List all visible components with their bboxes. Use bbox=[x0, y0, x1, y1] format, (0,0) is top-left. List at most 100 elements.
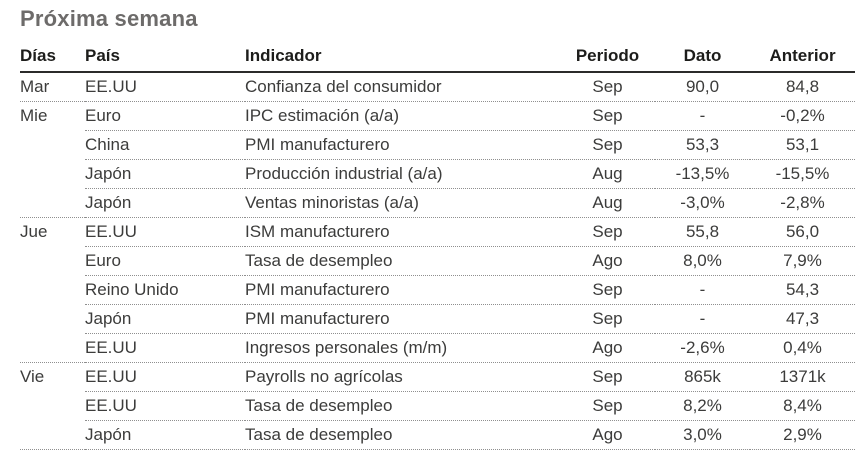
table-row: Reino Unido PMI manufacturero Sep - 54,3 bbox=[20, 275, 855, 305]
cell-periodo: Sep bbox=[560, 217, 655, 247]
cell-pais: EE.UU bbox=[85, 362, 245, 392]
cell-pais: Japón bbox=[85, 188, 245, 218]
cell-anterior: 0,4% bbox=[750, 333, 855, 363]
cell-periodo: Sep bbox=[560, 130, 655, 160]
cell-pais: EE.UU bbox=[85, 217, 245, 247]
table-row: Euro Tasa de desempleo Ago 8,0% 7,9% bbox=[20, 246, 855, 276]
cell-dato: 865k bbox=[655, 362, 750, 392]
cell-periodo: Ago bbox=[560, 420, 655, 450]
cell-periodo: Sep bbox=[560, 101, 655, 131]
cell-dato: -2,6% bbox=[655, 333, 750, 363]
cell-anterior: 1371k bbox=[750, 362, 855, 392]
cell-pais: China bbox=[85, 130, 245, 160]
table-row: Japón PMI manufacturero Sep - 47,3 bbox=[20, 304, 855, 334]
cell-dato: - bbox=[655, 101, 750, 131]
cell-pais: Euro bbox=[85, 246, 245, 276]
cell-dias bbox=[20, 189, 85, 218]
cell-dias bbox=[20, 420, 85, 450]
cell-dias bbox=[20, 334, 85, 363]
table-row: Jue EE.UU ISM manufacturero Sep 55,8 56,… bbox=[20, 217, 855, 247]
cell-pais: Japón bbox=[85, 420, 245, 450]
cell-indicador: PMI manufacturero bbox=[245, 304, 560, 334]
cell-dato: 8,2% bbox=[655, 391, 750, 421]
cell-indicador: PMI manufacturero bbox=[245, 275, 560, 305]
table-row: Japón Producción industrial (a/a) Aug -1… bbox=[20, 159, 855, 189]
cell-periodo: Sep bbox=[560, 275, 655, 305]
table-header: Días País Indicador Periodo Dato Anterio… bbox=[20, 45, 855, 73]
cell-indicador: Tasa de desempleo bbox=[245, 246, 560, 276]
cell-periodo: Sep bbox=[592, 77, 623, 96]
cell-periodo: Sep bbox=[560, 304, 655, 334]
cell-anterior: 54,3 bbox=[750, 275, 855, 305]
cell-anterior: -15,5% bbox=[750, 159, 855, 189]
cell-anterior: 84,8 bbox=[785, 77, 820, 96]
cell-pais: Reino Unido bbox=[85, 275, 245, 305]
column-header-anterior: Anterior bbox=[750, 45, 855, 73]
cell-indicador: Payrolls no agrícolas bbox=[245, 362, 560, 392]
cell-dato: -13,5% bbox=[655, 159, 750, 189]
cell-dias bbox=[20, 392, 85, 421]
column-header-pais: País bbox=[85, 45, 245, 73]
column-header-indicador: Indicador bbox=[245, 45, 560, 73]
cell-dato: 90,0 bbox=[685, 77, 720, 96]
cell-dias bbox=[20, 160, 85, 189]
column-header-dato: Dato bbox=[655, 45, 750, 73]
cell-dato: -3,0% bbox=[655, 188, 750, 218]
cell-indicador: IPC estimación (a/a) bbox=[245, 101, 560, 131]
cell-indicador: Tasa de desempleo bbox=[245, 391, 560, 421]
table-body: Mar EE.UU Confianza del consumidor Sep 9… bbox=[20, 72, 855, 450]
cell-periodo: Aug bbox=[560, 159, 655, 189]
cell-periodo: Sep bbox=[560, 391, 655, 421]
cell-dias: Jue bbox=[20, 217, 85, 247]
table-row: Japón Tasa de desempleo Ago 3,0% 2,9% bbox=[20, 420, 855, 450]
table-row: China PMI manufacturero Sep 53,3 53,1 bbox=[20, 130, 855, 160]
cell-indicador: Confianza del consumidor bbox=[245, 77, 442, 96]
cell-periodo: Ago bbox=[560, 333, 655, 363]
cell-dias bbox=[20, 305, 85, 334]
cell-anterior: -0,2% bbox=[750, 101, 855, 131]
cell-dias bbox=[20, 131, 85, 160]
table-row: Japón Ventas minoristas (a/a) Aug -3,0% … bbox=[20, 188, 855, 218]
cell-indicador: Ventas minoristas (a/a) bbox=[245, 188, 560, 218]
cell-pais: Japón bbox=[85, 304, 245, 334]
cell-pais: EE.UU bbox=[85, 77, 137, 96]
cell-dias: Vie bbox=[20, 362, 85, 392]
cell-indicador: PMI manufacturero bbox=[245, 130, 560, 160]
cell-dato: - bbox=[655, 275, 750, 305]
cell-anterior: -2,8% bbox=[750, 188, 855, 218]
cell-indicador: Ingresos personales (m/m) bbox=[245, 333, 560, 363]
table-row: Mie Euro IPC estimación (a/a) Sep - -0,2… bbox=[20, 101, 855, 131]
cell-dato: - bbox=[655, 304, 750, 334]
cell-dato: 53,3 bbox=[655, 130, 750, 160]
cell-dias: Mie bbox=[20, 101, 85, 131]
table-row: Vie EE.UU Payrolls no agrícolas Sep 865k… bbox=[20, 362, 855, 392]
economic-calendar-table: Días País Indicador Periodo Dato Anterio… bbox=[20, 45, 855, 450]
cell-indicador: Tasa de desempleo bbox=[245, 420, 560, 450]
table-row: Mar EE.UU Confianza del consumidor Sep 9… bbox=[20, 72, 855, 102]
cell-pais: EE.UU bbox=[85, 333, 245, 363]
cell-anterior: 2,9% bbox=[750, 420, 855, 450]
cell-pais: Japón bbox=[85, 159, 245, 189]
cell-dato: 55,8 bbox=[655, 217, 750, 247]
cell-periodo: Aug bbox=[560, 188, 655, 218]
cell-pais: EE.UU bbox=[85, 391, 245, 421]
cell-anterior: 7,9% bbox=[750, 246, 855, 276]
cell-dias bbox=[20, 276, 85, 305]
cell-pais: Euro bbox=[85, 101, 245, 131]
cell-dato: 8,0% bbox=[655, 246, 750, 276]
cell-indicador: ISM manufacturero bbox=[245, 217, 560, 247]
column-header-periodo: Periodo bbox=[560, 45, 655, 73]
cell-indicador: Producción industrial (a/a) bbox=[245, 159, 560, 189]
cell-anterior: 53,1 bbox=[750, 130, 855, 160]
cell-anterior: 47,3 bbox=[750, 304, 855, 334]
page-title: Próxima semana bbox=[20, 6, 198, 31]
cell-dato: 3,0% bbox=[655, 420, 750, 450]
cell-anterior: 8,4% bbox=[750, 391, 855, 421]
table-row: EE.UU Ingresos personales (m/m) Ago -2,6… bbox=[20, 333, 855, 363]
header-row: Días País Indicador Periodo Dato Anterio… bbox=[20, 45, 855, 73]
column-header-dias: Días bbox=[20, 45, 85, 73]
cell-dias bbox=[20, 247, 85, 276]
table-row: EE.UU Tasa de desempleo Sep 8,2% 8,4% bbox=[20, 391, 855, 421]
cell-periodo: Sep bbox=[560, 362, 655, 392]
